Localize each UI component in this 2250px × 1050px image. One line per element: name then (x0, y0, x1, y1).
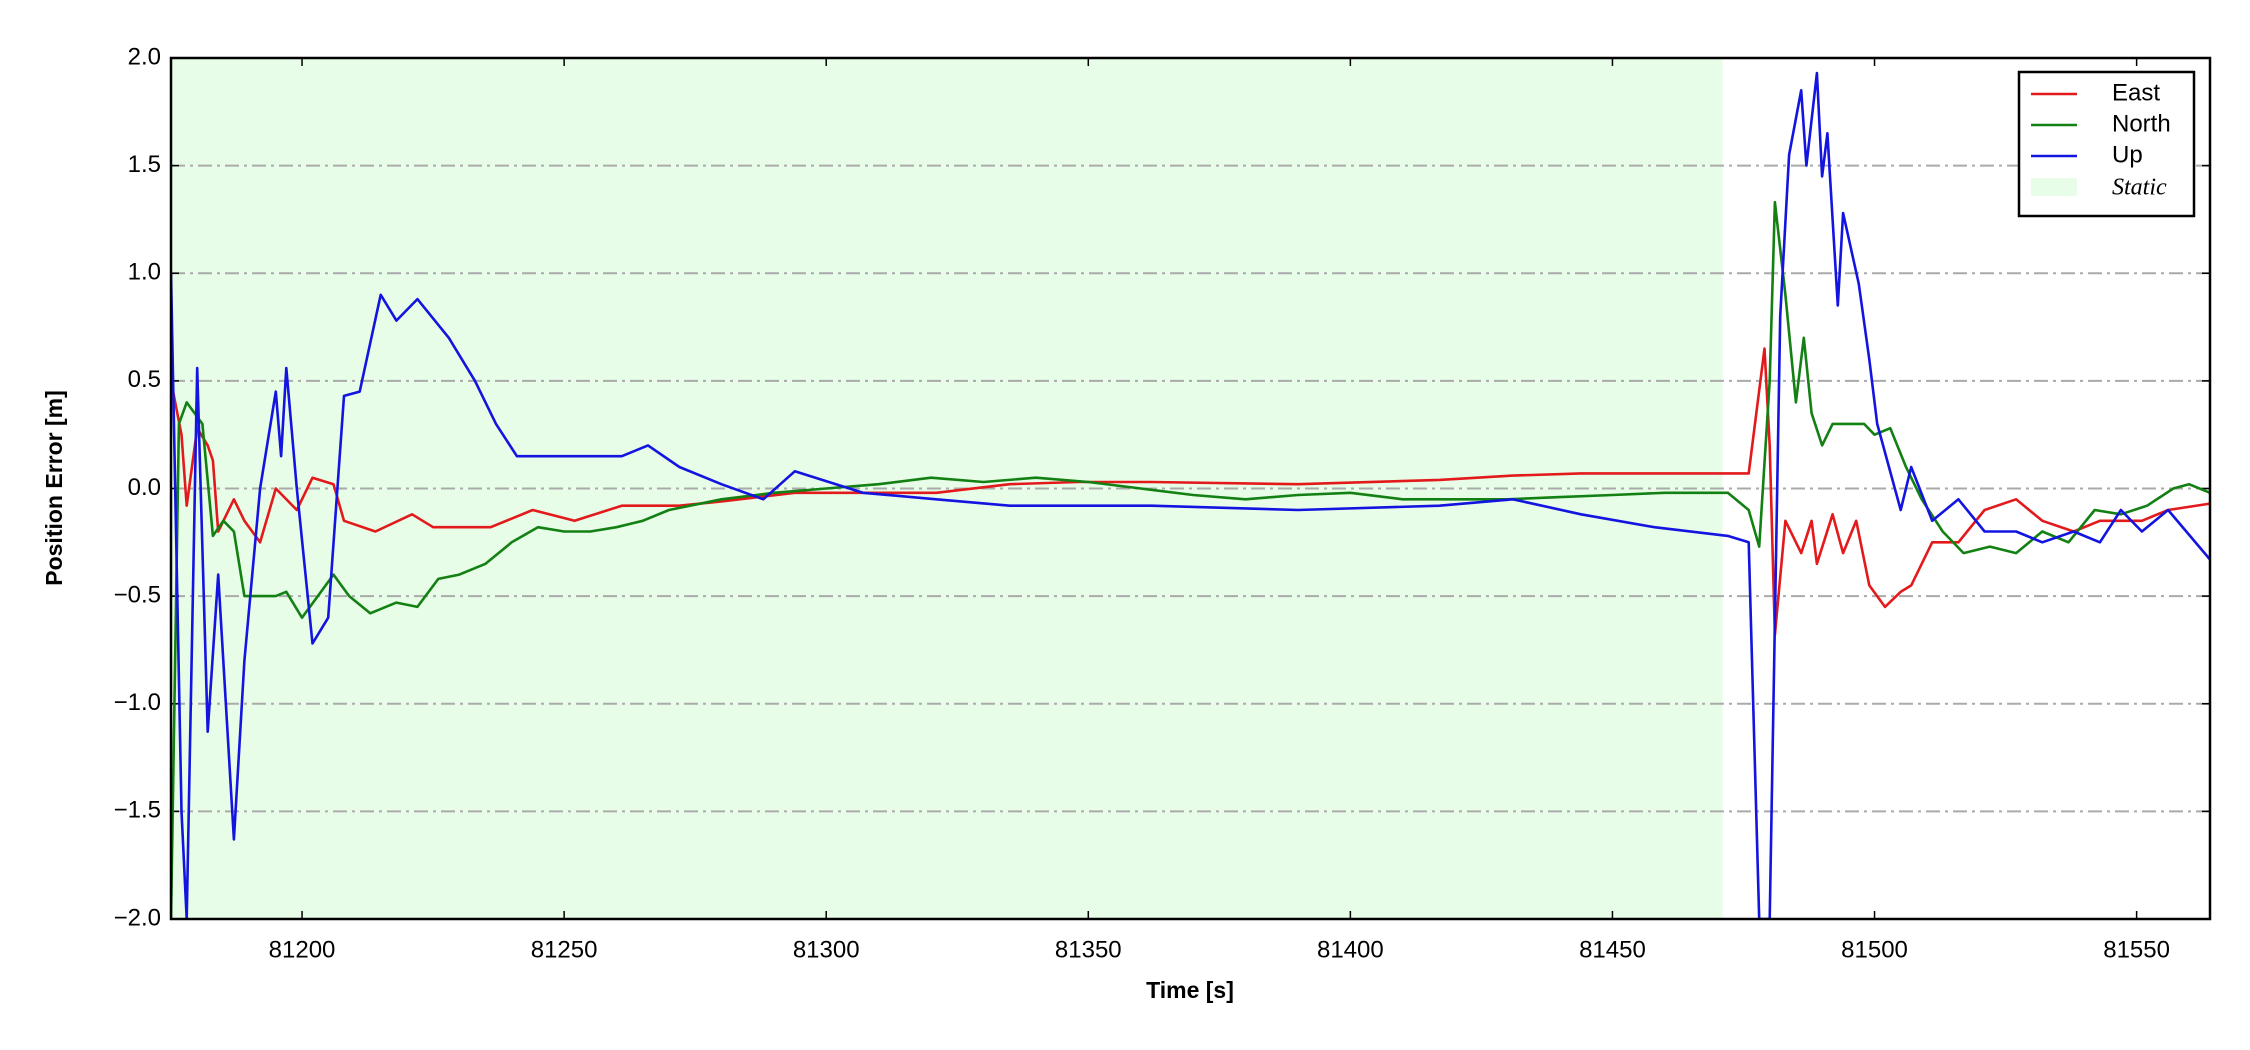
legend-label: North (2112, 110, 2171, 137)
legend-swatch (2031, 178, 2077, 196)
series-line (171, 71, 2210, 919)
y-axis-label: Position Error [m] (41, 390, 67, 586)
y-tick-label: −2.0 (114, 904, 161, 931)
plot-frame (169, 56, 2212, 921)
x-tick-label: 81500 (1841, 936, 1908, 963)
legend-label: Static (2112, 175, 2167, 201)
x-tick-label: 81250 (531, 936, 598, 963)
series-line (171, 347, 2210, 637)
x-tick-label: 81400 (1317, 936, 1384, 963)
y-tick-label: 0.5 (128, 366, 161, 393)
x-tick-label: 81450 (1579, 936, 1646, 963)
x-tick-label: 81300 (793, 936, 860, 963)
y-tick-label: 2.0 (128, 43, 161, 70)
series-line (171, 200, 2210, 919)
x-tick-label: 81550 (2103, 936, 2170, 963)
legend-label: Up (2112, 141, 2143, 168)
y-tick-label: −1.0 (114, 689, 161, 716)
x-tick-label: 81350 (1055, 936, 1122, 963)
y-tick-label: −1.5 (114, 797, 161, 824)
y-tick-label: 0.0 (128, 474, 161, 501)
y-tick-label: 1.0 (128, 259, 161, 286)
y-tick-label: 1.5 (128, 151, 161, 178)
y-tick-label: −0.5 (114, 581, 161, 608)
legend-label: East (2112, 79, 2160, 106)
plot-lines (171, 71, 2210, 919)
x-tick-label: 81200 (269, 936, 336, 963)
x-axis-label: Time [s] (1146, 977, 1234, 1003)
